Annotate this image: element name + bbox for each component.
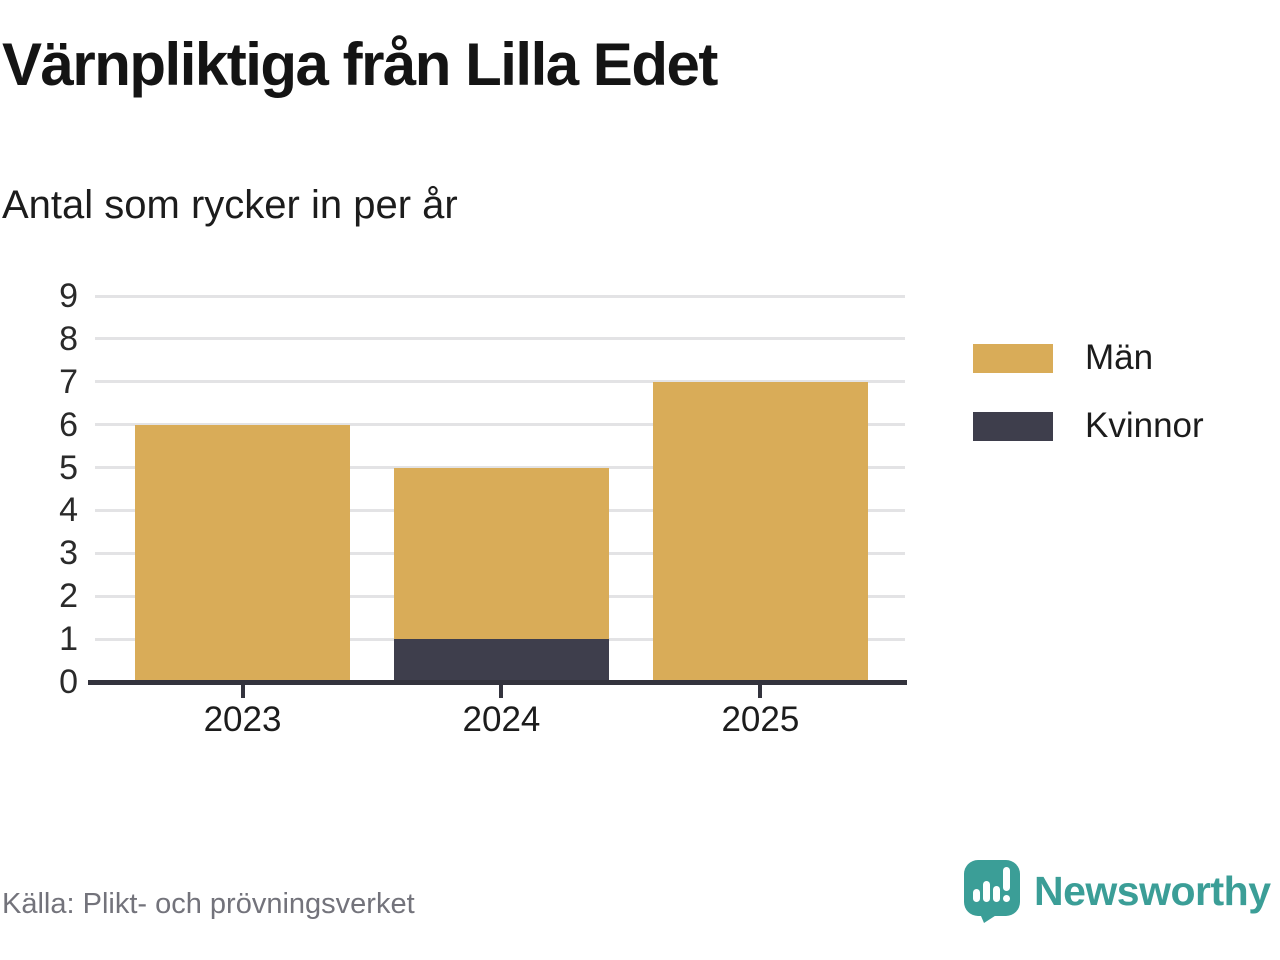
legend-label: Män	[1085, 338, 1154, 377]
gridline-8	[95, 337, 905, 341]
y-axis-tick-label: 5	[59, 448, 78, 487]
bar-2024-kvinnor	[393, 639, 609, 682]
legend-item-män: Män	[973, 338, 1204, 378]
chart-title: Värnpliktiga från Lilla Edet	[2, 31, 718, 98]
newsworthy-logo: Newsworthy	[963, 859, 1271, 923]
legend-swatch	[973, 411, 1053, 441]
bar-2024-män	[393, 467, 609, 640]
gridline-5	[95, 466, 905, 470]
bar-group-2024	[393, 467, 609, 682]
legend-label: Kvinnor	[1085, 406, 1204, 445]
x-axis-line	[88, 680, 907, 685]
bar-2025-män	[652, 381, 868, 682]
y-axis-tick-label: 7	[59, 362, 78, 401]
x-axis-tick	[758, 684, 763, 698]
source-note: Källa: Plikt- och prövningsverket	[2, 888, 415, 920]
bar-group-2025	[652, 381, 868, 682]
x-axis-tick-label: 2023	[203, 700, 282, 739]
brand-name: Newsworthy	[1034, 867, 1271, 914]
bar-2023-män	[135, 424, 350, 682]
bar-group-2023	[135, 424, 350, 682]
gridline-6	[95, 423, 905, 427]
y-axis-tick-label: 9	[59, 277, 78, 315]
chart-subtitle: Antal som rycker in per år	[2, 183, 458, 227]
y-axis-tick-label: 4	[59, 491, 78, 530]
y-axis-tick-label: 8	[59, 319, 78, 358]
legend-swatch	[973, 343, 1053, 373]
y-axis-tick-label: 2	[59, 577, 78, 616]
gridline-9	[95, 294, 905, 298]
x-axis-tick	[240, 684, 245, 698]
gridline-7	[95, 380, 905, 384]
y-axis-tick-label: 1	[59, 620, 78, 659]
x-axis-tick-label: 2024	[462, 700, 541, 739]
x-axis-tick	[499, 684, 504, 698]
legend: Män Kvinnor	[973, 338, 1204, 474]
newsworthy-bubble-chart-icon	[964, 860, 1020, 923]
y-axis-tick-label: 6	[59, 405, 78, 444]
y-axis-tick-label: 3	[59, 534, 78, 573]
legend-item-kvinnor: Kvinnor	[973, 406, 1204, 446]
plot-area: 0 1 2 3 4 5 6 7 8 9 2023 2024 2025	[59, 277, 907, 739]
x-axis-tick-label: 2025	[721, 700, 800, 739]
y-axis-tick-label: 0	[59, 663, 78, 701]
